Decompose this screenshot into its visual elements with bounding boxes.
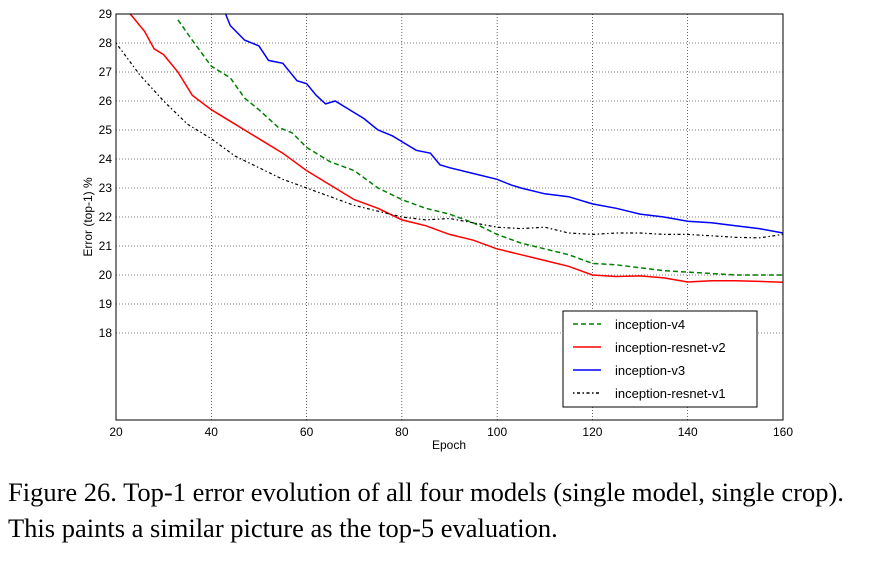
legend: inception-v4 inception-resnet-v2 inception… bbox=[562, 310, 758, 408]
x-tick-label: 140 bbox=[678, 425, 698, 439]
x-axis-label: Epoch bbox=[432, 438, 466, 452]
x-tick-label: 100 bbox=[487, 425, 507, 439]
y-tick-label: 23 bbox=[99, 181, 113, 195]
y-tick-label: 18 bbox=[99, 326, 113, 340]
plot-frame bbox=[115, 13, 784, 421]
ticks: 20 40 60 80 100 120 140 160 18 19 20 21 22 23 24 25 26 27… bbox=[99, 7, 794, 439]
y-tick-label: 28 bbox=[99, 36, 113, 50]
y-tick-label: 25 bbox=[99, 123, 113, 137]
legend-label: inception-v4 bbox=[615, 317, 685, 332]
x-tick-label: 20 bbox=[109, 425, 123, 439]
y-tick-label: 20 bbox=[99, 268, 113, 282]
legend-label: inception-resnet-v1 bbox=[615, 386, 726, 401]
y-tick-label: 29 bbox=[99, 7, 113, 21]
legend-label: inception-resnet-v2 bbox=[615, 340, 726, 355]
series-group bbox=[115, 13, 784, 284]
x-tick-label: 80 bbox=[395, 425, 409, 439]
series-line-inception-v3 bbox=[224, 13, 784, 234]
y-tick-label: 22 bbox=[99, 210, 113, 224]
series-line-inception-resnet-v2 bbox=[129, 13, 784, 284]
y-axis-label: Error (top-1) % bbox=[81, 177, 95, 257]
y-tick-label: 19 bbox=[99, 297, 113, 311]
y-tick-label: 26 bbox=[99, 94, 113, 108]
x-tick-label: 60 bbox=[300, 425, 314, 439]
y-tick-label: 24 bbox=[99, 152, 113, 166]
x-tick-label: 40 bbox=[205, 425, 219, 439]
series-line-inception-v4 bbox=[177, 19, 783, 276]
x-tick-label: 120 bbox=[582, 425, 602, 439]
figure-caption: Figure 26. Top-1 error evolution of all … bbox=[8, 477, 844, 543]
x-tick-label: 160 bbox=[773, 425, 793, 439]
line-chart: 20 40 60 80 100 120 140 160 18 19 20 21 22 23 24 25 26 27… bbox=[81, 7, 794, 452]
legend-label: inception-v3 bbox=[615, 363, 685, 378]
legend-box bbox=[562, 310, 758, 408]
y-tick-label: 21 bbox=[99, 239, 113, 253]
y-tick-label: 27 bbox=[99, 65, 113, 79]
